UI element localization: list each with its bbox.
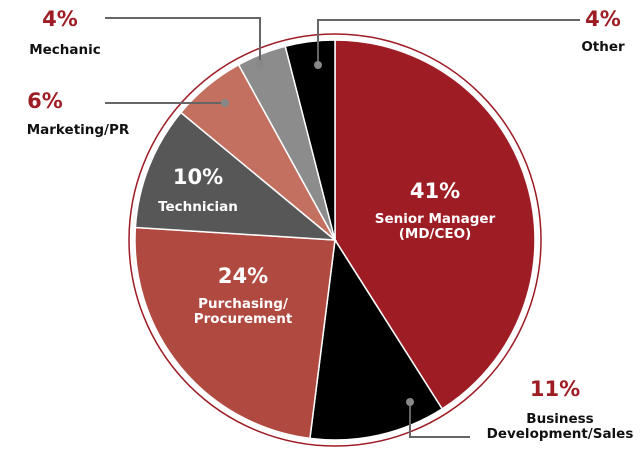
outer-ring: [128, 33, 542, 447]
pie-slice: [334, 39, 536, 410]
category-label: Purchasing/ Procurement: [193, 296, 293, 327]
category-label: Marketing/PR: [26, 122, 130, 138]
value-label: 24%: [217, 264, 269, 288]
pie-slice: [284, 39, 336, 241]
category-label: Business Development/Sales: [486, 411, 634, 442]
category-label: Mechanic: [29, 42, 101, 58]
value-label: 6%: [27, 89, 63, 113]
pie-slice: [134, 226, 336, 440]
pie-slice: [309, 237, 444, 441]
leader-dot: [314, 61, 322, 69]
leader-line: [105, 17, 261, 64]
leader-dot: [256, 60, 264, 68]
value-label: 41%: [409, 179, 461, 203]
leader-line: [409, 402, 470, 438]
pie-slice: [134, 111, 338, 241]
value-label: 11%: [529, 377, 581, 401]
category-label: Other: [581, 39, 625, 55]
value-label: 4%: [42, 7, 78, 31]
leader-dot: [221, 99, 229, 107]
category-label: Technician: [158, 199, 238, 215]
value-label: 10%: [172, 165, 224, 189]
leader-dot: [406, 398, 414, 406]
category-label: Senior Manager (MD/CEO): [374, 211, 496, 242]
value-label: 4%: [585, 7, 621, 31]
leader-line: [317, 19, 580, 65]
